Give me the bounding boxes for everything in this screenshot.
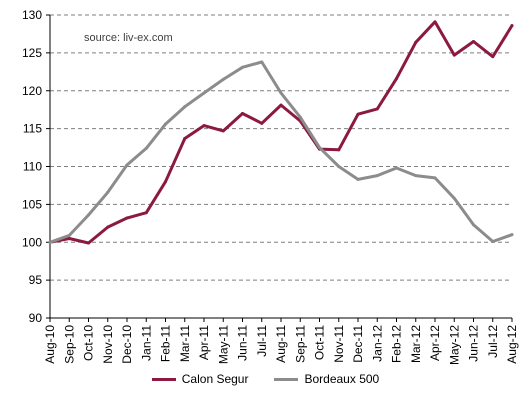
x-tick-label: Jun-11 [236, 325, 250, 361]
data-point [279, 91, 283, 95]
x-tick-label: Sep-11 [293, 325, 307, 363]
data-point [87, 213, 90, 217]
data-point [106, 225, 110, 229]
data-point [202, 124, 206, 128]
x-tick-label: Dec-11 [351, 325, 365, 363]
x-tick-label: Feb-12 [390, 325, 404, 363]
y-tick-label: 110 [23, 160, 42, 174]
x-tick-label: Mar-11 [178, 325, 192, 362]
x-tick-label: Jan-11 [139, 325, 153, 361]
data-point [221, 129, 225, 133]
data-point [472, 40, 475, 44]
data-point [318, 146, 321, 150]
data-point [260, 121, 264, 125]
legend-label-bordeaux-500: Bordeaux 500 [304, 372, 380, 386]
source-annotation: source: liv-ex.com [84, 32, 173, 44]
data-point [491, 55, 495, 59]
legend-swatch-calon-segur [151, 377, 176, 381]
data-point [144, 211, 148, 215]
data-point [337, 165, 341, 168]
x-tick-label: Aug-12 [505, 325, 519, 364]
data-point [414, 174, 418, 178]
data-point [125, 163, 129, 167]
data-point [337, 148, 341, 152]
x-tick-label: Jul-11 [255, 325, 269, 357]
data-point [395, 77, 398, 81]
x-tick-label: May-11 [216, 325, 230, 364]
legend-item-calon-segur: Calon Segur [151, 372, 249, 386]
data-point [183, 105, 187, 109]
data-point [452, 196, 456, 200]
data-point [125, 216, 129, 220]
data-point [472, 223, 475, 227]
x-tick-label: Nov-10 [101, 325, 115, 364]
data-point [395, 166, 398, 170]
legend: Calon Segur Bordeaux 500 [0, 368, 531, 390]
x-tick-label: Aug-11 [274, 325, 288, 363]
data-point [241, 65, 244, 69]
axes: 90 95 100 105 110 115 120 125 130 Aug-10 Sep-10 Oct… [22, 8, 519, 365]
y-tick-label: 100 [22, 235, 42, 249]
gridlines [50, 14, 512, 281]
data-point [356, 177, 360, 181]
x-tick-label: Aug-10 [43, 325, 57, 364]
x-tick-label: Mar-12 [409, 325, 423, 363]
data-point [164, 122, 167, 126]
data-point [452, 53, 456, 57]
data-point [433, 176, 437, 180]
data-point [48, 240, 52, 244]
legend-label-calon-segur: Calon Segur [181, 372, 249, 386]
data-point [375, 174, 379, 178]
x-tick-label: Apr-12 [428, 325, 442, 361]
data-point [491, 239, 495, 243]
data-point [202, 91, 206, 95]
legend-item-bordeaux-500: Bordeaux 500 [274, 372, 379, 386]
y-tick-label: 120 [22, 84, 42, 98]
data-point [221, 77, 225, 81]
x-tick-label: Oct-10 [82, 325, 96, 361]
x-tick-label: Feb-11 [159, 325, 173, 362]
y-tick-label: 105 [22, 197, 42, 211]
data-point [67, 236, 71, 240]
data-point [510, 233, 514, 237]
data-point [67, 233, 71, 237]
data-point [260, 60, 264, 64]
data-point [414, 40, 418, 44]
data-point [144, 146, 148, 150]
series-lines [48, 20, 514, 245]
x-tick-label: Nov-11 [332, 325, 346, 363]
data-point [241, 111, 244, 115]
data-point [375, 107, 379, 111]
series-line-bordeaux-500 [48, 60, 514, 244]
x-tick-label: Jan-12 [370, 325, 384, 362]
y-tick-label: 95 [29, 273, 43, 287]
data-point [356, 112, 360, 116]
y-tick-label: 125 [22, 46, 42, 60]
series-line-calon-segur [48, 20, 514, 245]
data-point [183, 136, 187, 140]
data-point [164, 180, 167, 184]
x-tick-label: Oct-11 [313, 325, 327, 360]
x-tick-label: Sep-10 [62, 325, 76, 364]
y-tick-label: 90 [29, 311, 43, 325]
x-tick-label: Jun-12 [467, 325, 481, 362]
data-point [298, 115, 302, 119]
legend-swatch-bordeaux-500 [274, 377, 299, 381]
data-point [279, 103, 283, 107]
y-tick-label: 115 [23, 122, 42, 136]
x-tick-label: May-12 [447, 325, 461, 365]
data-point [510, 24, 514, 28]
x-tick-label: Apr-11 [197, 325, 211, 360]
y-tick-label: 130 [22, 8, 42, 22]
x-tick-label: Dec-10 [120, 325, 134, 364]
data-point [433, 20, 437, 24]
data-point [106, 190, 110, 194]
data-point [87, 241, 90, 245]
x-tick-label: Jul-12 [486, 325, 500, 358]
